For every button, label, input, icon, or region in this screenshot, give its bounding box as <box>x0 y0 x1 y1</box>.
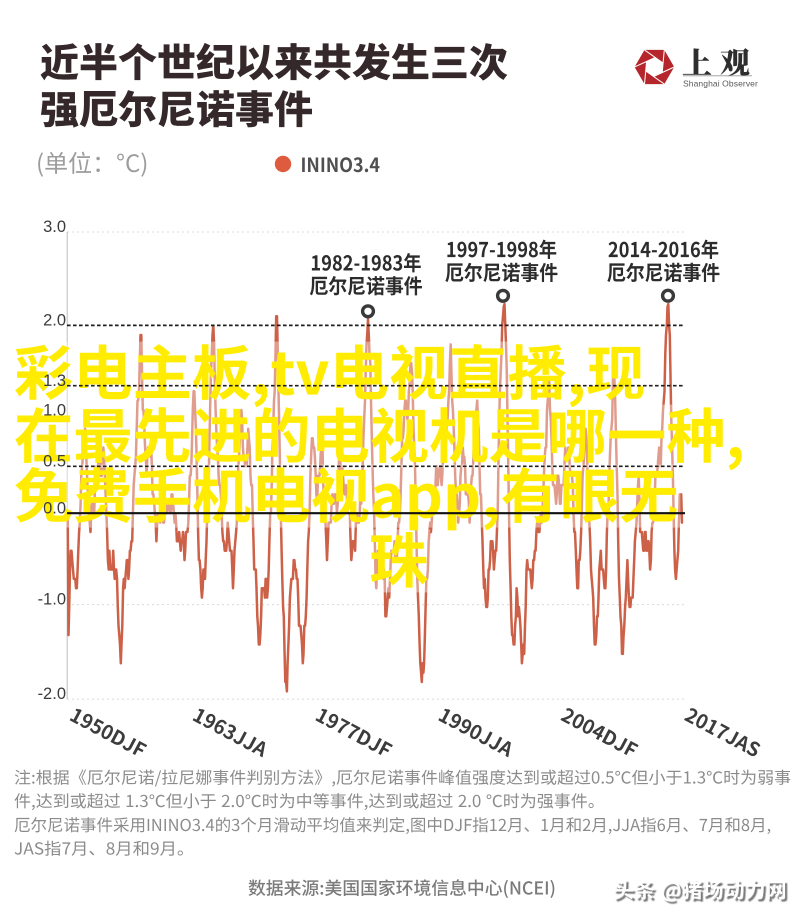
svg-text:2.0: 2.0 <box>43 312 66 330</box>
svg-text:-2.0: -2.0 <box>38 685 66 703</box>
svg-text:-1.0: -1.0 <box>38 591 66 609</box>
svg-text:1.3: 1.3 <box>43 372 66 390</box>
svg-text:Shanghai Observer: Shanghai Observer <box>683 79 758 89</box>
svg-text:1.0: 1.0 <box>43 402 66 420</box>
svg-text:0.5: 0.5 <box>43 452 66 470</box>
svg-text:3.0: 3.0 <box>43 218 66 236</box>
svg-text:0.0: 0.0 <box>43 499 66 517</box>
